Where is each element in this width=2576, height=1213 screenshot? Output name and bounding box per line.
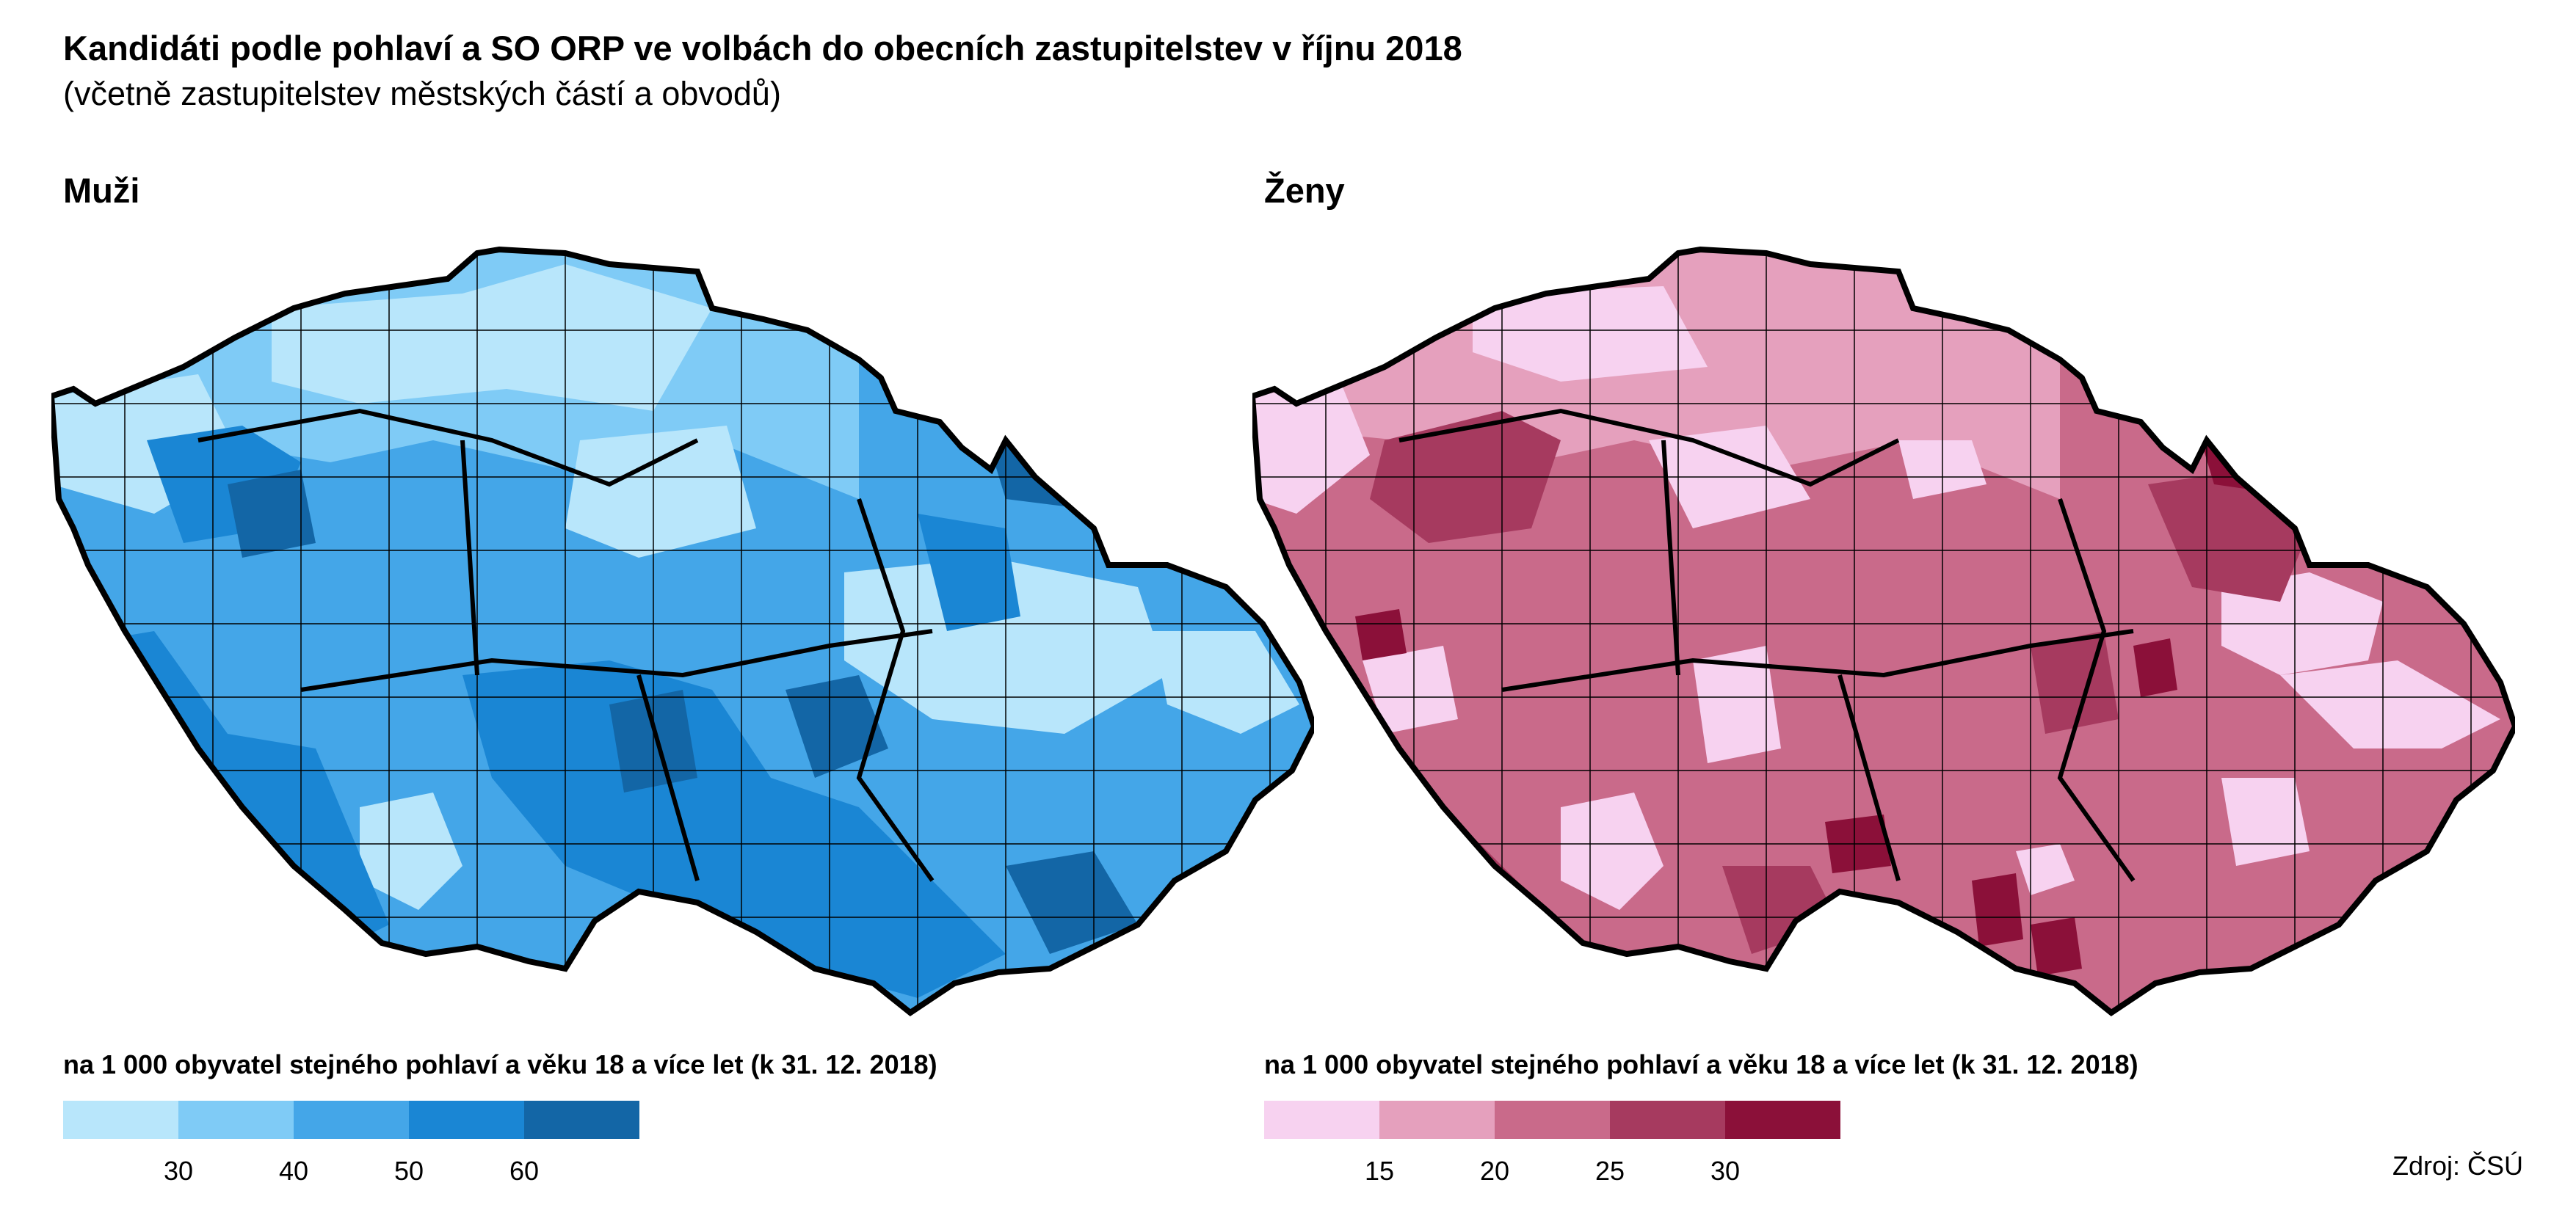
women-legend-swatch [1379, 1101, 1495, 1139]
women-legend-swatch [1264, 1101, 1379, 1139]
men-legend-swatch [409, 1101, 524, 1139]
source-note: Zdroj: ČSÚ [2392, 1151, 2523, 1181]
men-map [51, 220, 1314, 1027]
women-legend-bar [1264, 1101, 1840, 1139]
women-panel-title: Ženy [1264, 171, 1345, 210]
men-legend-swatch [63, 1101, 178, 1139]
men-legend-swatch [178, 1101, 294, 1139]
women-legend-title: na 1 000 obyvatel stejného pohlaví a věk… [1264, 1049, 2138, 1079]
women-legend-tick: 20 [1479, 1156, 1510, 1186]
men-legend-swatch [294, 1101, 409, 1139]
women-region-borders [1398, 408, 2136, 882]
women-legend-swatch [1610, 1101, 1725, 1139]
men-panel-title: Muži [63, 171, 140, 210]
women-legend-tick: 15 [1364, 1156, 1395, 1186]
men-legend-tick: 30 [163, 1156, 194, 1186]
men-legend-bar [63, 1101, 639, 1139]
men-legend-swatch [524, 1101, 639, 1139]
men-legend-tick: 60 [509, 1156, 540, 1186]
men-region-borders [197, 408, 935, 882]
women-legend-tick: 25 [1594, 1156, 1625, 1186]
men-legend-title: na 1 000 obyvatel stejného pohlaví a věk… [63, 1049, 937, 1079]
men-legend-tick: 40 [278, 1156, 309, 1186]
chart-subtitle: (včetně zastupitelstev městských částí a… [63, 75, 781, 112]
women-legend-swatch [1495, 1101, 1610, 1139]
men-legend-tick: 50 [393, 1156, 424, 1186]
women-legend-swatch [1725, 1101, 1840, 1139]
women-map [1252, 220, 2515, 1027]
chart-title: Kandidáti podle pohlaví a SO ORP ve volb… [63, 29, 1462, 68]
women-legend-tick: 30 [1710, 1156, 1741, 1186]
